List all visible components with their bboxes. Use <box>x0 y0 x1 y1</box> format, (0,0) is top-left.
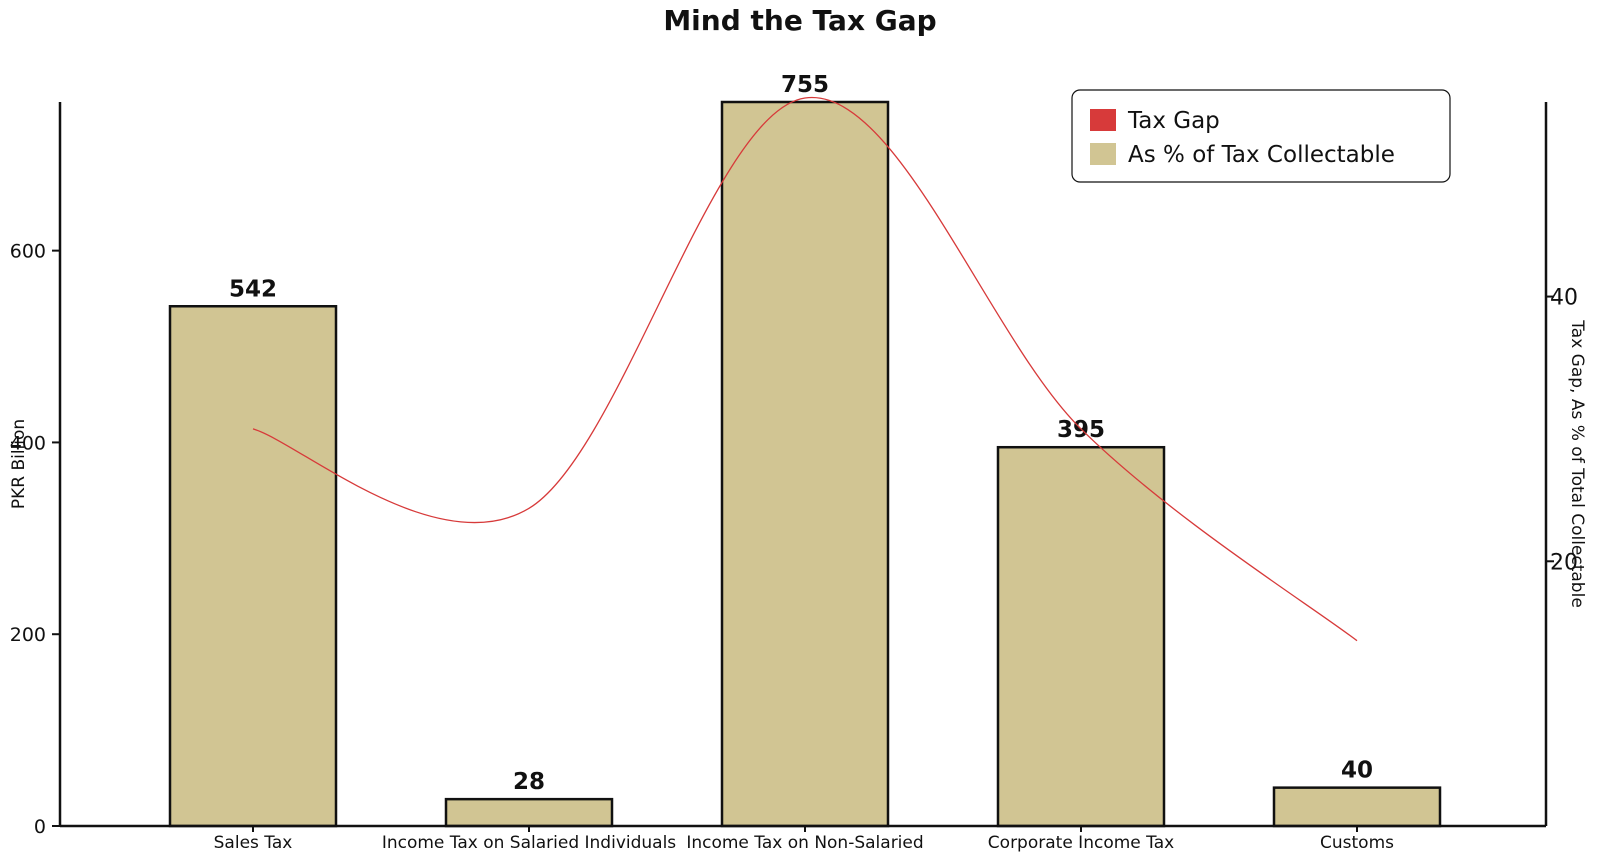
bars-group <box>168 100 1442 828</box>
bar-1 <box>444 797 614 828</box>
data-label-3: 395 <box>1057 417 1105 443</box>
bar-2 <box>720 100 890 828</box>
tax-gap-line <box>252 97 1358 642</box>
category-label-2: Income Tax on Non-Salaried <box>686 833 923 853</box>
left-ticks-group: 0 200 400 600 <box>10 241 60 838</box>
y2-tick-label-1: 40 <box>1550 286 1578 311</box>
data-labels-group: 542 28 755 395 40 <box>229 72 1373 795</box>
legend-label-0: Tax Gap <box>1127 108 1220 134</box>
legend-swatch-1 <box>1090 143 1116 165</box>
chart-title: Mind the Tax Gap <box>663 4 936 37</box>
right-axis-label: Tax Gap, As % of Total Collectable <box>1567 319 1587 608</box>
bar-3 <box>996 445 1166 828</box>
category-labels-group: Sales Tax Income Tax on Salaried Individu… <box>214 826 1394 853</box>
category-label-0: Sales Tax <box>214 833 293 853</box>
y-tick-label-3: 600 <box>10 241 46 263</box>
bar-4 <box>1272 786 1442 828</box>
legend-swatch-0 <box>1090 109 1116 131</box>
bar-0 <box>168 305 338 828</box>
data-label-0: 542 <box>229 276 277 302</box>
legend: Tax Gap As % of Tax Collectable <box>1071 89 1451 183</box>
category-label-3: Corporate Income Tax <box>988 833 1174 853</box>
data-label-2: 755 <box>781 72 829 98</box>
category-label-4: Customs <box>1320 833 1394 853</box>
legend-label-1: As % of Tax Collectable <box>1128 142 1395 168</box>
y-tick-label-2: 400 <box>10 432 46 454</box>
y2-tick-label-0: 20 <box>1550 550 1578 575</box>
data-label-4: 40 <box>1341 758 1373 784</box>
data-label-1: 28 <box>513 769 545 795</box>
legend-box <box>1071 89 1451 183</box>
y-tick-label-0: 0 <box>34 816 46 838</box>
y-tick-label-1: 200 <box>10 624 46 646</box>
y-axis-label: PKR Billion <box>9 419 29 509</box>
category-label-1: Income Tax on Salaried Individuals <box>382 833 676 853</box>
axes-group <box>58 102 1548 828</box>
